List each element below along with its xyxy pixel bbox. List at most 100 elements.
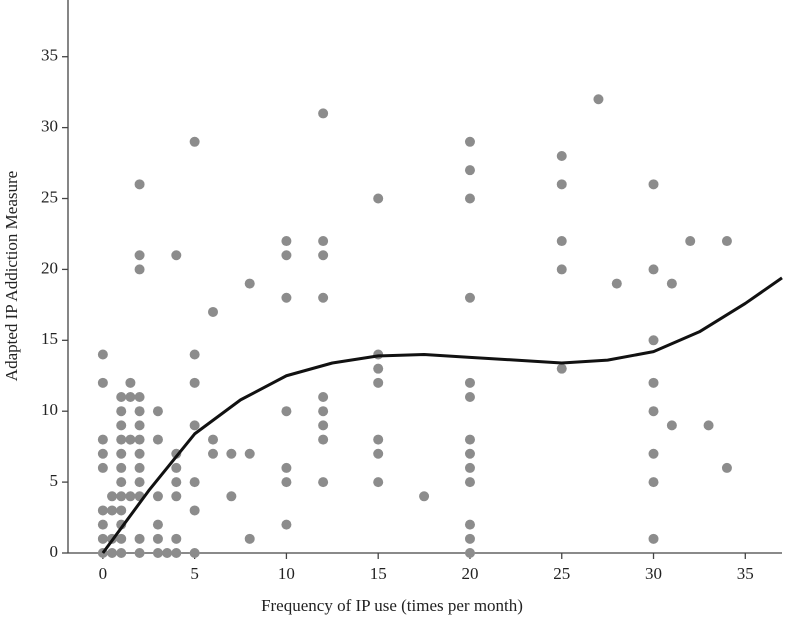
point	[152, 491, 163, 502]
point	[116, 477, 127, 488]
x-tick-label: 0	[99, 564, 108, 583]
point	[373, 377, 384, 388]
y-tick-label: 5	[50, 471, 59, 490]
point	[134, 179, 145, 190]
point	[97, 462, 108, 473]
y-tick-label: 30	[41, 117, 58, 136]
point	[134, 477, 145, 488]
point	[116, 505, 127, 516]
point	[281, 477, 292, 488]
point	[125, 434, 136, 445]
point	[281, 236, 292, 247]
point	[373, 434, 384, 445]
point	[116, 462, 127, 473]
point	[189, 477, 200, 488]
point	[116, 491, 127, 502]
point	[116, 434, 127, 445]
point	[107, 505, 118, 516]
point	[464, 548, 475, 558]
point	[318, 420, 329, 431]
point	[134, 392, 145, 403]
point	[125, 377, 136, 388]
point	[107, 548, 118, 558]
point	[318, 434, 329, 445]
point	[281, 292, 292, 303]
point	[134, 448, 145, 459]
x-tick-label: 5	[190, 564, 199, 583]
point	[189, 420, 200, 431]
point	[116, 420, 127, 431]
x-tick-label: 25	[553, 564, 570, 583]
point	[208, 434, 219, 445]
x-tick-label: 30	[645, 564, 662, 583]
point	[721, 462, 732, 473]
x-tick-label: 15	[370, 564, 387, 583]
point	[152, 406, 163, 417]
point	[318, 392, 329, 403]
point	[134, 434, 145, 445]
point	[97, 377, 108, 388]
point	[171, 462, 182, 473]
point	[189, 349, 200, 360]
y-tick-label: 0	[50, 542, 59, 561]
y-tick-label: 25	[41, 187, 58, 206]
point	[134, 462, 145, 473]
y-tick-label: 20	[41, 258, 58, 277]
point	[648, 533, 659, 544]
point	[171, 548, 182, 558]
point	[593, 94, 604, 105]
point	[281, 250, 292, 261]
point	[116, 533, 127, 544]
point	[134, 420, 145, 431]
point	[97, 434, 108, 445]
x-tick-label: 35	[737, 564, 754, 583]
point	[116, 392, 127, 403]
point	[464, 392, 475, 403]
y-tick-label: 35	[41, 46, 58, 65]
point	[666, 420, 677, 431]
point	[244, 278, 255, 289]
point	[464, 477, 475, 488]
point	[171, 477, 182, 488]
point	[125, 392, 136, 403]
point	[318, 292, 329, 303]
point	[162, 548, 173, 558]
point	[97, 349, 108, 360]
point	[464, 462, 475, 473]
point	[226, 448, 237, 459]
point	[152, 519, 163, 530]
point	[97, 505, 108, 516]
point	[171, 533, 182, 544]
point	[189, 136, 200, 147]
point	[648, 335, 659, 346]
point	[244, 448, 255, 459]
point	[464, 519, 475, 530]
point	[373, 193, 384, 204]
point	[611, 278, 622, 289]
point	[208, 448, 219, 459]
point	[116, 548, 127, 558]
point	[464, 448, 475, 459]
x-tick-label: 10	[278, 564, 295, 583]
point	[318, 108, 329, 119]
point	[97, 533, 108, 544]
point	[556, 179, 567, 190]
point	[464, 193, 475, 204]
point	[464, 533, 475, 544]
point	[373, 477, 384, 488]
point	[464, 292, 475, 303]
point	[318, 250, 329, 261]
point	[171, 250, 182, 261]
point	[171, 491, 182, 502]
point	[152, 548, 163, 558]
point	[134, 533, 145, 544]
point	[556, 264, 567, 275]
point	[134, 264, 145, 275]
point	[464, 377, 475, 388]
point	[189, 505, 200, 516]
point	[281, 519, 292, 530]
point	[97, 448, 108, 459]
point	[281, 406, 292, 417]
point	[373, 448, 384, 459]
